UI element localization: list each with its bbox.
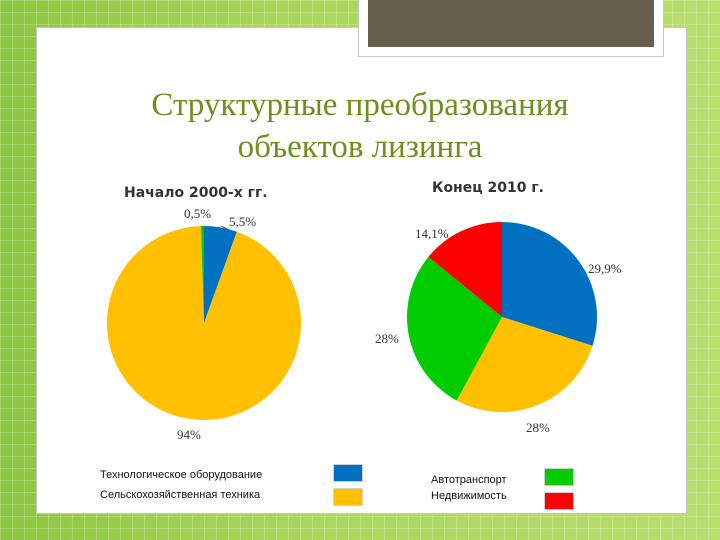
pie-chart-end-2010: 29,9% 28% 28% 14,1% <box>375 222 622 435</box>
legend-label-tech-equipment: Технологическое оборудование <box>100 469 263 481</box>
header-tab <box>358 0 664 57</box>
pie1-slice-0 <box>204 226 237 323</box>
chart-1-title: Начало 2000-х гг. <box>124 185 268 201</box>
slide-title: Структурные преобразования объектов лизи… <box>90 84 630 168</box>
pie2-label-3: 14,1% <box>415 226 449 241</box>
pie2-slice-3 <box>428 222 502 317</box>
header-tab-fill <box>368 0 654 47</box>
legend-swatch-real-estate <box>544 492 574 510</box>
slide-title-line-1: Структурные преобразования <box>151 87 569 123</box>
pie2-slice-1 <box>456 317 593 412</box>
pie2-slice-0 <box>502 222 597 346</box>
legend-label-agri-machinery: Сельскохозяйственная техника <box>100 489 261 501</box>
slide-title-line-2: объектов лизинга <box>237 129 483 165</box>
pie1-label-0: 5,5% <box>229 214 256 229</box>
legend-swatch-tech-equipment <box>333 464 363 482</box>
legend-label-motor-transport: Автотранспорт <box>431 474 507 486</box>
pie1-slice-2 <box>200 226 204 323</box>
legend-swatch-agri-machinery <box>333 488 363 506</box>
pie2-label-1: 28% <box>526 420 550 435</box>
chart-2-title: Конец 2010 г. <box>432 180 544 196</box>
pie1-leader-line <box>220 225 230 231</box>
legend-label-real-estate: Недвижимость <box>431 490 507 502</box>
pie2-label-2: 28% <box>375 331 399 346</box>
pie2-label-0: 29,9% <box>588 261 622 276</box>
pie-chart-start-2000s: 5,5% 94% 0,5% <box>107 206 302 442</box>
legend-swatch-motor-transport <box>544 468 574 486</box>
pie1-label-1: 94% <box>177 427 201 442</box>
pie1-slice-1 <box>107 226 302 421</box>
pie1-label-2: 0,5% <box>184 206 211 221</box>
pie2-slice-2 <box>407 256 502 401</box>
